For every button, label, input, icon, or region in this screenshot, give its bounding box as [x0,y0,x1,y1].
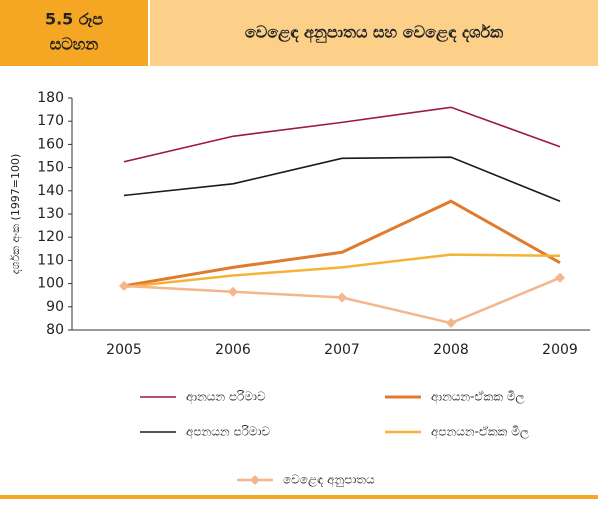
y-tick-label: 140 [37,183,64,199]
series-marker [228,286,238,297]
series-line [123,253,561,289]
title-box [150,0,598,66]
y-tick-label: 150 [37,160,64,176]
figure-label: සටහන [50,35,99,54]
y-tick-label: 80 [46,322,64,338]
legend-label: අපනයන පරිමාව [186,425,270,440]
x-tick-label: 2006 [215,342,251,358]
legend-label: අපනයන-ඒකක මිල [431,425,529,440]
series-marker [119,280,129,291]
legend-label: ආනයන පරිමාව [186,390,266,405]
x-tick-label: 2008 [433,342,469,358]
legend-marker [250,475,260,485]
bottom-rule [0,495,598,499]
x-tick-label: 2009 [542,342,578,358]
legend-label: වෙළෙඳ අනුපාතය [283,473,375,488]
series-line [123,106,561,163]
series-marker [446,318,456,329]
series-line [123,156,561,202]
legend-label: ආනයන-ඒකක මිල [431,390,525,405]
y-tick-label: 100 [37,276,64,292]
y-tick-label: 120 [37,229,64,245]
series-line [123,199,561,288]
y-tick-label: 180 [37,90,64,106]
y-tick-label: 90 [46,299,64,315]
chart-title: වෙළෙඳ අනුපාතය සහ වෙළෙඳ දර්ශක [245,23,503,44]
figure-label: 5.5 රූප [45,10,103,29]
x-tick-label: 2005 [106,342,142,358]
series-marker [555,272,565,283]
x-tick-label: 2007 [324,342,360,358]
figure-box [0,0,148,66]
y-tick-label: 170 [37,113,64,129]
y-axis-label: දර්ශක අංක (1997=100) [9,154,23,275]
y-tick-label: 130 [37,206,64,222]
series-marker [337,292,347,303]
y-tick-label: 160 [37,136,64,152]
y-tick-label: 110 [37,252,64,268]
